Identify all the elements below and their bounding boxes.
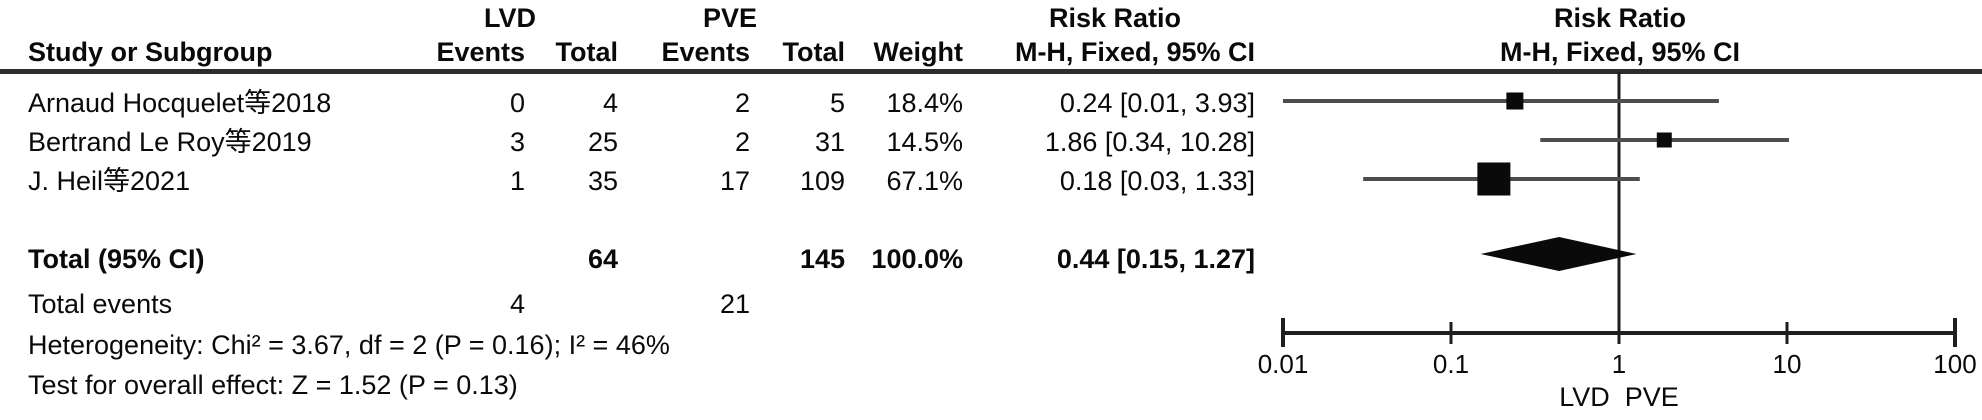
axis-tick-label: 1 [1611, 349, 1627, 379]
risk-ratio-ci-value: 0.18 [0.03, 1.33] [1059, 166, 1255, 196]
total-events-label: Total events [28, 289, 173, 319]
study-name: Arnaud Hocquelet等2018 [28, 88, 332, 118]
header-divider [0, 69, 1982, 74]
effect-square [1656, 132, 1672, 148]
pve-total-value: 31 [814, 127, 845, 157]
lvd-events-value: 1 [509, 166, 525, 196]
column-header-risk-ratio-text: Risk Ratio [1048, 3, 1182, 33]
total-events-pve: 21 [719, 289, 750, 319]
effect-square [1506, 92, 1524, 110]
column-header-pve-events: Events [661, 37, 750, 67]
overall-effect-stats: Test for overall effect: Z = 1.52 (P = 0… [28, 370, 518, 400]
column-header-mh-ci-plot: M-H, Fixed, 95% CI [1499, 37, 1741, 67]
group-header-lvd: LVD [484, 3, 536, 33]
total-risk-ratio-ci: 0.44 [0.15, 1.27] [1056, 244, 1255, 274]
effect-square [1477, 162, 1511, 196]
column-header-study: Study or Subgroup [28, 37, 273, 67]
column-header-lvd-events: Events [436, 37, 525, 67]
column-header-weight: Weight [873, 37, 964, 67]
weight-value: 14.5% [886, 127, 963, 157]
total-weight: 100.0% [871, 244, 963, 274]
lvd-events-value: 3 [509, 127, 525, 157]
column-header-lvd-total: Total [555, 37, 619, 67]
pve-events-value: 17 [719, 166, 750, 196]
column-header-pve-total: Total [782, 37, 846, 67]
lvd-events-value: 0 [509, 88, 525, 118]
study-name: Bertrand Le Roy等2019 [28, 127, 312, 157]
weight-value: 18.4% [886, 88, 963, 118]
weight-value: 67.1% [886, 166, 963, 196]
axis-tick-label: 0.01 [1257, 349, 1309, 379]
column-header-risk-ratio-plot: Risk Ratio [1553, 3, 1687, 33]
lvd-total-value: 25 [587, 127, 618, 157]
axis-tick-label: 10 [1772, 349, 1802, 379]
group-header-pve: PVE [702, 3, 758, 33]
column-header-mh-ci-text: M-H, Fixed, 95% CI [1014, 37, 1255, 67]
axis-tick-label: 100 [1933, 349, 1977, 379]
axis-tick-label: 0.1 [1432, 349, 1470, 379]
study-name: J. Heil等2021 [28, 166, 191, 196]
total-lvd-total: 64 [587, 244, 618, 274]
axis-footer-favours-labels: LVD PVE [1559, 382, 1679, 412]
total-row-label: Total (95% CI) [28, 244, 205, 274]
pve-total-value: 5 [829, 88, 845, 118]
pve-events-value: 2 [734, 88, 750, 118]
pve-events-value: 2 [734, 127, 750, 157]
total-events-lvd: 4 [509, 289, 525, 319]
heterogeneity-stats: Heterogeneity: Chi² = 3.67, df = 2 (P = … [28, 330, 670, 360]
risk-ratio-ci-value: 1.86 [0.34, 10.28] [1044, 127, 1255, 157]
lvd-total-value: 4 [602, 88, 618, 118]
pooled-diamond [1480, 237, 1637, 271]
pve-total-value: 109 [799, 166, 845, 196]
total-pve-total: 145 [799, 244, 845, 274]
lvd-total-value: 35 [587, 166, 618, 196]
risk-ratio-ci-value: 0.24 [0.01, 3.93] [1059, 88, 1255, 118]
